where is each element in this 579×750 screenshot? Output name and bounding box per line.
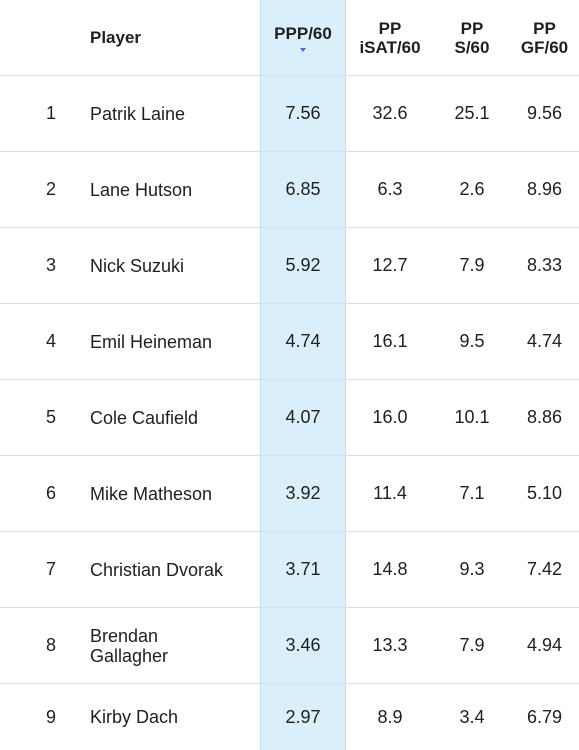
ppp60-cell: 7.56 [285, 103, 321, 123]
table-row: 3 Nick Suzuki 5.92 12.7 7.9 8.33 [0, 228, 579, 304]
pp-s60-cell: 7.9 [459, 635, 485, 655]
player-name[interactable]: Kirby Dach [90, 707, 179, 727]
rank-cell: 1 [46, 103, 57, 123]
rank-cell: 7 [46, 559, 57, 579]
header-pp-gf60-line2: GF/60 [520, 37, 569, 57]
header-ppp60[interactable]: PPP/60 [260, 0, 346, 75]
pp-gf60-cell: 7.42 [526, 559, 563, 579]
table-row: 9 Kirby Dach 2.97 8.9 3.4 6.79 [0, 684, 579, 750]
player-name[interactable]: Cole Caufield [90, 407, 199, 428]
pp-isat60-cell: 14.8 [372, 559, 408, 579]
table-header-row: Player PPP/60 PP iSAT/60 PP S/60 PP GF/6… [0, 0, 579, 76]
header-pp-isat60-line2: iSAT/60 [359, 37, 421, 57]
pp-gf60-cell: 8.86 [526, 407, 563, 427]
rank-cell: 5 [46, 407, 57, 427]
pp-s60-cell: 25.1 [454, 103, 490, 123]
header-pp-isat60[interactable]: PP iSAT/60 [346, 0, 434, 75]
pp-gf60-cell: 8.33 [526, 255, 563, 275]
pp-gf60-cell: 4.74 [526, 331, 563, 351]
pp-s60-cell: 7.1 [459, 483, 485, 503]
pp-gf60-cell: 4.94 [526, 635, 563, 655]
header-pp-isat60-line1: PP [378, 18, 402, 38]
table-row: 1 Patrik Laine 7.56 32.6 25.1 9.56 [0, 76, 579, 152]
pp-isat60-cell: 13.3 [372, 635, 408, 655]
player-name[interactable]: Emil Heineman [90, 331, 213, 352]
ppp60-cell: 4.74 [285, 331, 321, 351]
pp-gf60-cell: 5.10 [526, 483, 563, 503]
player-name[interactable]: Mike Matheson [90, 483, 213, 504]
ppp60-cell: 6.85 [285, 179, 321, 199]
rank-cell: 6 [46, 483, 57, 503]
header-pp-s60[interactable]: PP S/60 [434, 0, 510, 75]
rank-cell: 2 [46, 179, 57, 199]
rank-cell: 4 [46, 331, 57, 351]
pp-s60-cell: 2.6 [459, 179, 485, 199]
ppp60-cell: 3.92 [285, 483, 321, 503]
table-row: 2 Lane Hutson 6.85 6.3 2.6 8.96 [0, 152, 579, 228]
ppp60-cell: 2.97 [285, 706, 321, 727]
pp-isat60-cell: 11.4 [373, 483, 407, 503]
pp-isat60-cell: 12.7 [372, 255, 408, 275]
header-ppp60-label: PPP/60 [274, 23, 332, 43]
pp-s60-cell: 9.3 [459, 559, 485, 579]
table-row: 7 Christian Dvorak 3.71 14.8 9.3 7.42 [0, 532, 579, 608]
table-row: 6 Mike Matheson 3.92 11.4 7.1 5.10 [0, 456, 579, 532]
header-pp-s60-line2: S/60 [454, 37, 490, 57]
pp-s60-cell: 9.5 [459, 331, 485, 351]
ppp60-cell: 3.71 [285, 559, 321, 579]
header-pp-s60-line1: PP [460, 18, 484, 38]
pp-s60-cell: 3.4 [459, 706, 485, 727]
rank-cell: 3 [46, 255, 57, 275]
pp-gf60-cell: 8.96 [526, 179, 563, 199]
pp-isat60-cell: 8.9 [377, 706, 403, 727]
player-name[interactable]: Nick Suzuki [90, 255, 185, 276]
table-row: 5 Cole Caufield 4.07 16.0 10.1 8.86 [0, 380, 579, 456]
rank-cell: 8 [46, 635, 57, 655]
pp-gf60-cell: 6.79 [526, 706, 563, 727]
pp-isat60-cell: 16.0 [372, 407, 408, 427]
pp-gf60-cell: 9.56 [526, 103, 563, 123]
ppp60-cell: 4.07 [285, 407, 321, 427]
sort-descending-icon [300, 47, 306, 52]
table-row: 4 Emil Heineman 4.74 16.1 9.5 4.74 [0, 304, 579, 380]
sorted-column-highlight [260, 0, 346, 750]
header-player-label: Player [90, 28, 142, 47]
player-name[interactable]: Patrik Laine [90, 103, 186, 124]
pp-s60-cell: 10.1 [454, 407, 490, 427]
rank-cell: 9 [46, 706, 57, 727]
pp-isat60-cell: 6.3 [377, 179, 403, 199]
player-name[interactable]: Brendan Gallagher [90, 608, 260, 683]
header-player[interactable]: Player [90, 0, 260, 75]
player-name[interactable]: Christian Dvorak [90, 559, 224, 580]
player-name-line2: Gallagher [90, 645, 169, 666]
header-pp-gf60-line1: PP [533, 18, 556, 38]
ppp60-cell: 3.46 [285, 635, 321, 655]
player-name[interactable]: Lane Hutson [90, 179, 193, 200]
pp-isat60-cell: 16.1 [372, 331, 408, 351]
pp-isat60-cell: 32.6 [372, 103, 408, 123]
header-rank [0, 0, 90, 75]
header-pp-gf60[interactable]: PP GF/60 [510, 0, 579, 75]
ppp60-cell: 5.92 [285, 255, 321, 275]
player-name-line1: Brendan [90, 625, 159, 646]
pp-s60-cell: 7.9 [459, 255, 485, 275]
table-row: 8 Brendan Gallagher 3.46 13.3 7.9 4.94 [0, 608, 579, 684]
